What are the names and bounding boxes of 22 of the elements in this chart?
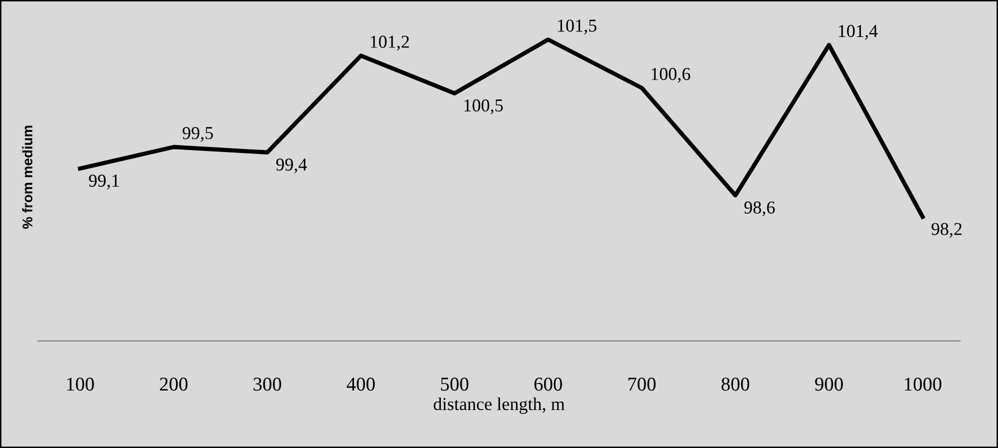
data-label: 99,1 (88, 174, 119, 190)
data-label: 99,5 (182, 127, 213, 142)
y-axis-title: % from medium (22, 126, 32, 229)
x-tick-label: 600 (534, 378, 562, 391)
data-label: 101,5 (558, 20, 596, 34)
x-axis-title: distance length, m (434, 397, 565, 414)
x-tick-label: 400 (346, 378, 375, 391)
x-tick-label: 100 (67, 378, 94, 391)
data-label: 100,5 (464, 99, 503, 114)
x-tick-label: 800 (722, 378, 750, 391)
data-label: 99,4 (276, 158, 307, 174)
x-tick-label: 300 (254, 378, 282, 391)
data-label: 98,6 (744, 201, 775, 216)
x-tick-label: 900 (815, 378, 843, 391)
x-tick-label: 200 (160, 378, 188, 391)
data-label: 101,2 (370, 36, 409, 50)
x-tick-label: 1000 (904, 378, 942, 391)
data-label: 100,6 (652, 68, 690, 83)
data-label: 98,2 (932, 222, 962, 238)
x-tick-label: 500 (441, 378, 468, 391)
x-tick-label: 700 (628, 378, 656, 391)
data-label: 101,4 (838, 24, 878, 40)
